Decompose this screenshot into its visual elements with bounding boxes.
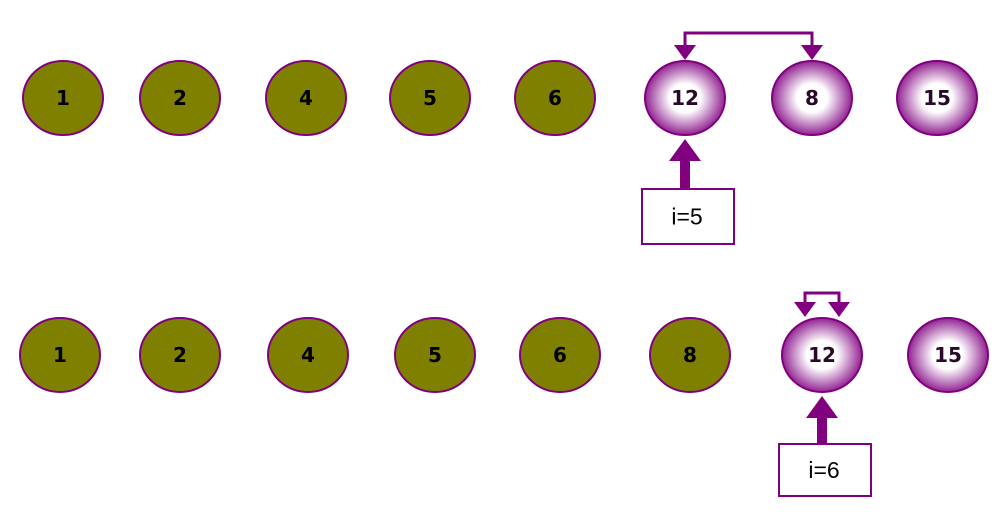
sorted-node: 1 xyxy=(19,317,101,393)
node-value: 12 xyxy=(808,343,836,367)
node-circle xyxy=(394,317,476,393)
node-circle xyxy=(781,317,863,393)
node-value: 15 xyxy=(923,86,951,110)
node-circle xyxy=(19,317,101,393)
swap-bracket xyxy=(794,291,850,317)
node-circle xyxy=(649,317,731,393)
node-circle xyxy=(267,317,349,393)
index-pointer: i=6 xyxy=(778,396,872,497)
node-value: 6 xyxy=(553,343,567,367)
node-circle xyxy=(139,317,221,393)
index-box xyxy=(778,443,872,497)
node-circle xyxy=(389,60,471,136)
node-circle xyxy=(514,60,596,136)
index-box xyxy=(641,188,735,245)
node-circle xyxy=(644,60,726,136)
index-pointer: i=5 xyxy=(641,139,735,245)
node-value: 6 xyxy=(548,86,562,110)
step-row-1: 1 2 4 5 6 12 8 15i=5 xyxy=(22,31,978,245)
arrowhead-down-icon xyxy=(674,45,696,60)
sorted-node: 8 xyxy=(649,317,731,393)
swap-bracket xyxy=(674,31,823,60)
arrowhead-up-icon xyxy=(669,139,701,161)
node-value: 2 xyxy=(173,86,187,110)
node-value: 4 xyxy=(301,343,315,367)
arrowhead-down-icon xyxy=(828,302,850,317)
arrowhead-down-icon xyxy=(801,45,823,60)
node-value: 1 xyxy=(53,343,67,367)
step-row-2: 1 2 4 5 6 8 12 15i=6 xyxy=(19,291,989,497)
arrowhead-down-icon xyxy=(794,302,816,317)
unsorted-node: 15 xyxy=(896,60,978,136)
node-circle xyxy=(771,60,853,136)
sorted-node: 2 xyxy=(139,60,221,136)
sorted-node: 6 xyxy=(519,317,601,393)
unsorted-node: 12 xyxy=(781,317,863,393)
node-circle xyxy=(22,60,104,136)
sorted-node: 6 xyxy=(514,60,596,136)
sorted-node: 5 xyxy=(394,317,476,393)
node-value: 5 xyxy=(428,343,442,367)
node-value: 12 xyxy=(671,86,699,110)
node-value: 5 xyxy=(423,86,437,110)
arrowhead-up-icon xyxy=(806,396,838,418)
node-value: 8 xyxy=(683,343,697,367)
unsorted-node: 12 xyxy=(644,60,726,136)
node-circle xyxy=(265,60,347,136)
index-label: i=6 xyxy=(808,457,839,483)
sorted-node: 4 xyxy=(267,317,349,393)
node-value: 2 xyxy=(173,343,187,367)
unsorted-node: 8 xyxy=(771,60,853,136)
node-value: 8 xyxy=(805,86,819,110)
unsorted-node: 15 xyxy=(907,317,989,393)
node-circle xyxy=(907,317,989,393)
node-value: 1 xyxy=(56,86,70,110)
sorted-node: 4 xyxy=(265,60,347,136)
sorted-node: 5 xyxy=(389,60,471,136)
sorted-node: 1 xyxy=(22,60,104,136)
node-circle xyxy=(519,317,601,393)
sorted-node: 2 xyxy=(139,317,221,393)
node-circle xyxy=(139,60,221,136)
node-value: 4 xyxy=(299,86,313,110)
node-circle xyxy=(896,60,978,136)
index-label: i=5 xyxy=(671,204,702,230)
node-value: 15 xyxy=(934,343,962,367)
